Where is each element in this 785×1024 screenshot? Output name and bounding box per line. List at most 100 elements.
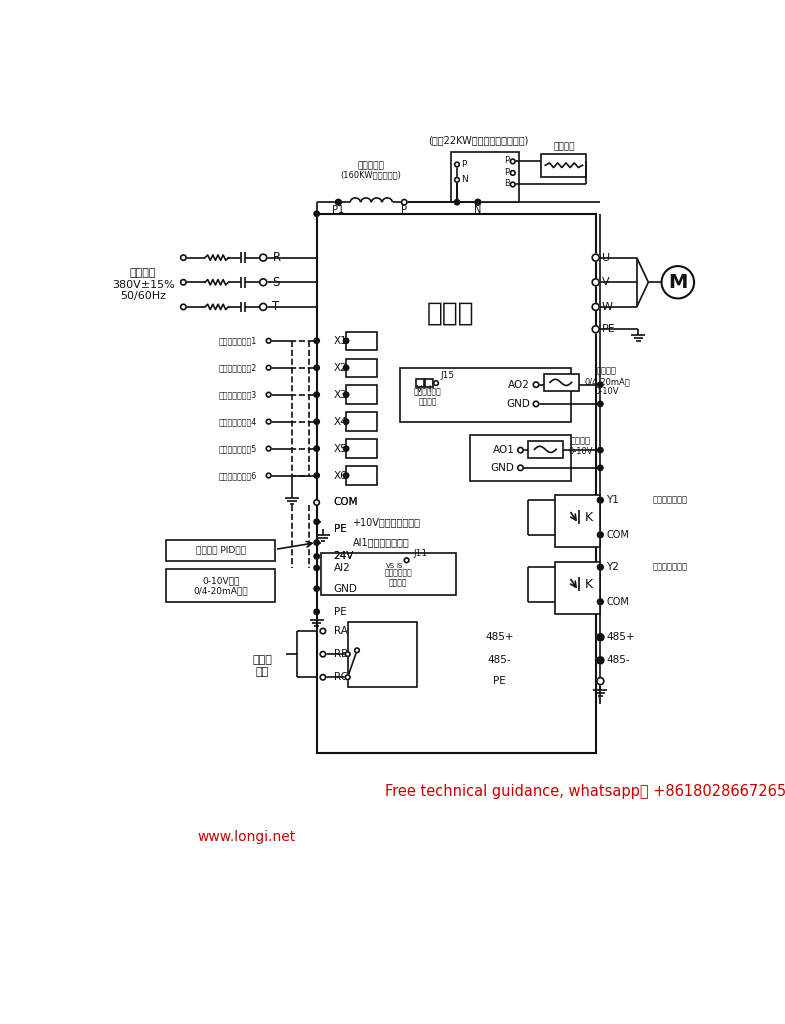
Circle shape (510, 159, 515, 164)
Circle shape (592, 326, 599, 333)
Text: www.longi.net: www.longi.net (197, 830, 296, 845)
Circle shape (260, 279, 267, 286)
Circle shape (597, 657, 603, 663)
Text: 24V: 24V (334, 551, 354, 561)
Text: 多功能输入端子4: 多功能输入端子4 (218, 417, 257, 426)
Circle shape (314, 519, 319, 524)
Circle shape (597, 498, 603, 503)
Bar (396, 556, 403, 564)
Bar (544, 374, 579, 391)
Circle shape (336, 200, 341, 205)
Text: Free technical guidance, whatsapp： +8618028667265: Free technical guidance, whatsapp： +8618… (385, 783, 785, 799)
Bar (346, 466, 377, 484)
Circle shape (455, 200, 460, 205)
Text: 变频器: 变频器 (427, 301, 475, 327)
Text: K: K (585, 511, 593, 524)
Circle shape (343, 365, 349, 371)
Circle shape (181, 304, 186, 309)
Circle shape (314, 586, 319, 592)
Text: PE: PE (334, 524, 346, 535)
Circle shape (314, 554, 319, 559)
Bar (348, 622, 418, 686)
Text: P: P (505, 168, 509, 177)
Bar (166, 569, 275, 602)
Circle shape (314, 445, 319, 452)
Text: 电压电流输出
转换跳线: 电压电流输出 转换跳线 (414, 387, 441, 407)
Circle shape (266, 392, 271, 397)
Circle shape (475, 200, 480, 205)
Circle shape (314, 365, 319, 371)
Text: 多功能输入端子6: 多功能输入端子6 (218, 471, 257, 480)
Bar (346, 413, 377, 431)
Circle shape (597, 634, 604, 641)
Circle shape (314, 609, 319, 614)
Circle shape (597, 447, 603, 453)
Bar (555, 495, 601, 547)
Circle shape (597, 599, 603, 604)
Bar (346, 332, 377, 350)
Circle shape (345, 652, 350, 656)
Circle shape (320, 675, 326, 680)
Text: X3: X3 (334, 390, 348, 399)
Text: J11: J11 (414, 549, 428, 558)
Circle shape (266, 366, 271, 370)
Text: VS: VS (385, 563, 395, 569)
Text: PE: PE (334, 607, 346, 616)
Text: +10V频率设定用电源: +10V频率设定用电源 (352, 517, 421, 526)
Circle shape (597, 498, 603, 503)
Text: X4: X4 (334, 417, 348, 427)
Text: 三相电源
380V±15%
50/60Hz: 三相电源 380V±15% 50/60Hz (111, 268, 174, 301)
Text: P: P (461, 160, 466, 169)
Circle shape (266, 473, 271, 478)
Text: 多功能输入端子1: 多功能输入端子1 (218, 336, 257, 345)
Text: T: T (272, 300, 279, 313)
Text: 24V: 24V (334, 551, 354, 561)
Bar (320, 553, 456, 595)
Circle shape (404, 558, 409, 562)
Circle shape (597, 401, 603, 407)
Text: IS: IS (396, 563, 403, 569)
Circle shape (597, 599, 603, 604)
Circle shape (597, 532, 603, 538)
Circle shape (314, 473, 319, 478)
Text: N: N (461, 175, 468, 184)
Text: RA: RA (334, 626, 348, 636)
Bar (542, 154, 586, 177)
Circle shape (343, 473, 349, 478)
Text: COM: COM (334, 498, 358, 508)
Circle shape (533, 382, 539, 387)
Text: AI1多功能模拟输入: AI1多功能模拟输入 (352, 538, 409, 548)
Text: AO2: AO2 (508, 380, 530, 390)
Text: 制动电阻: 制动电阻 (553, 142, 575, 152)
Text: PE: PE (493, 676, 506, 686)
Text: 多功能输入端子5: 多功能输入端子5 (218, 444, 257, 453)
Circle shape (343, 419, 349, 424)
Text: Y1: Y1 (607, 496, 619, 505)
Text: GND: GND (334, 584, 358, 594)
Circle shape (266, 446, 271, 451)
Text: U: U (602, 253, 610, 262)
Text: 485-: 485- (607, 655, 630, 666)
Circle shape (314, 419, 319, 424)
Circle shape (314, 540, 319, 545)
Circle shape (343, 338, 349, 343)
Text: (注：22KW及以上外接制动单元): (注：22KW及以上外接制动单元) (428, 135, 528, 144)
Circle shape (597, 635, 603, 640)
Circle shape (343, 392, 349, 397)
Circle shape (597, 564, 603, 570)
Circle shape (475, 200, 480, 205)
Bar (166, 541, 275, 561)
Circle shape (336, 200, 341, 205)
Circle shape (592, 303, 599, 310)
Text: I: I (428, 385, 430, 394)
Text: (160KW及以上内置): (160KW及以上内置) (341, 170, 401, 179)
Circle shape (320, 629, 326, 634)
Circle shape (518, 465, 524, 471)
Text: 485+: 485+ (607, 632, 635, 642)
Circle shape (320, 651, 326, 656)
Circle shape (266, 420, 271, 424)
Text: X5: X5 (334, 443, 348, 454)
Circle shape (260, 254, 267, 261)
Text: K: K (585, 579, 593, 592)
Text: X6: X6 (334, 471, 348, 480)
